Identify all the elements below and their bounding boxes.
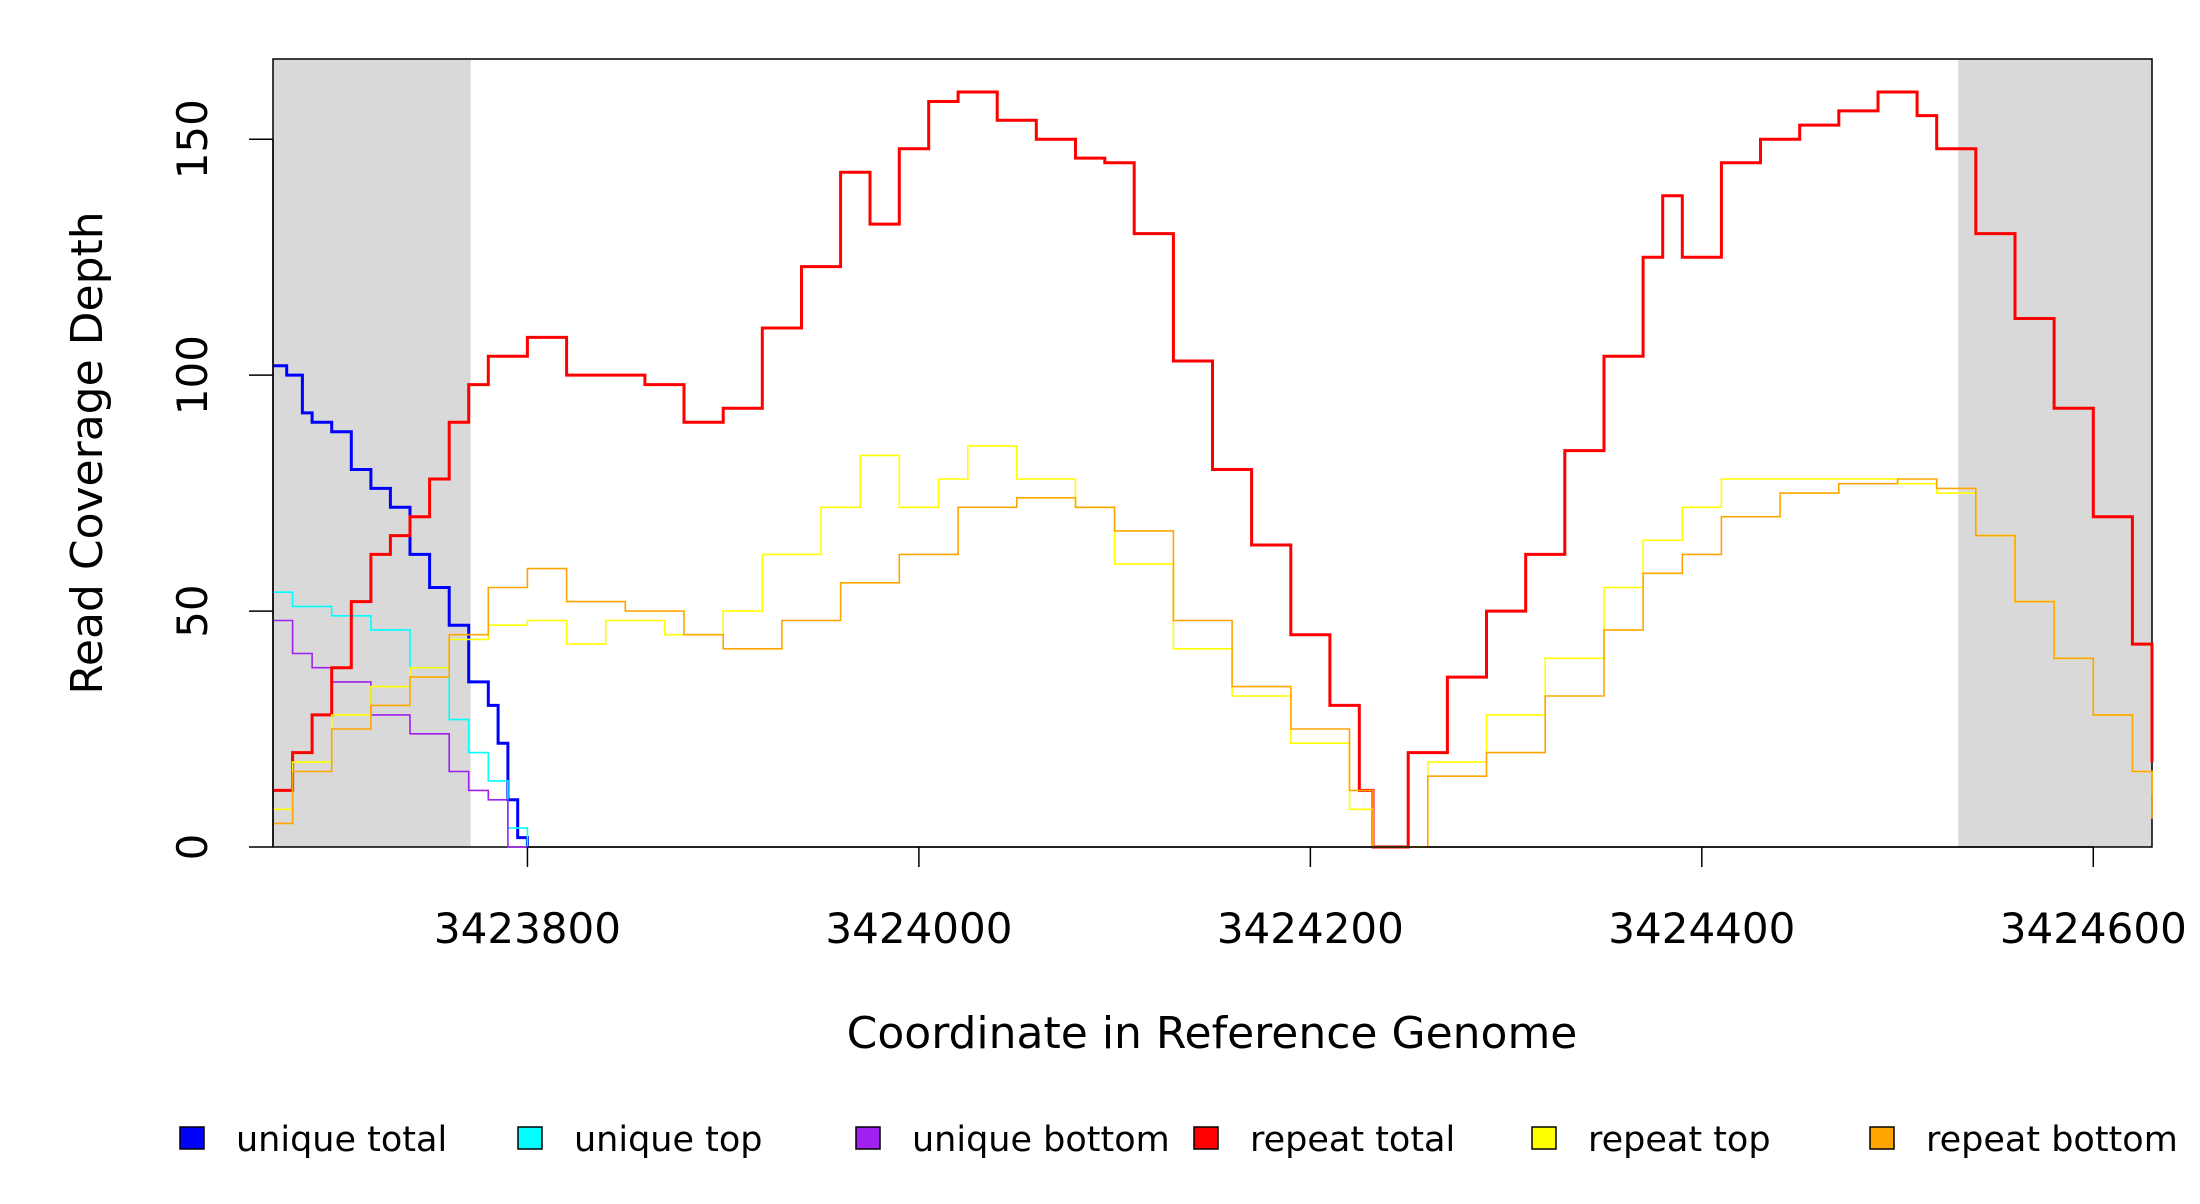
legend-label-unique-top: unique top [574,1120,763,1160]
y-axis: 0 50 100 150 [168,99,274,861]
y-tick-label-3: 150 [168,99,217,179]
x-axis: 3423800 3424000 3424200 3424400 3424600 [434,846,2187,953]
legend: unique total unique top unique bottom repea… [179,1120,2178,1160]
x-tick-label-2: 3424200 [1217,904,1404,953]
shaded-region-1 [1958,59,2152,847]
x-tick-label-4: 3424600 [2000,904,2187,953]
legend-label-repeat-bottom: repeat bottom [1926,1120,2178,1160]
series-line-repeat-bottom [273,478,2153,848]
series-line-unique-bottom [273,619,528,848]
shaded-regions [273,59,2152,847]
series-line-repeat-total [273,90,2154,849]
y-axis-label: Read Coverage Depth [62,211,113,694]
legend-label-repeat-top: repeat top [1588,1120,1771,1160]
legend-swatch-repeat-bottom [1869,1126,1895,1150]
x-tick-label-3: 3424400 [1608,904,1795,953]
series-lines [273,90,2154,849]
legend-swatch-unique-top [517,1126,543,1150]
legend-swatch-repeat-total [1193,1126,1219,1150]
y-tick-label-1: 50 [168,584,217,637]
shaded-region-0 [273,59,471,847]
x-tick-label-1: 3424000 [825,904,1012,953]
legend-label-unique-bottom: unique bottom [912,1120,1170,1160]
x-tick-label-0: 3423800 [434,904,621,953]
y-tick-label-0: 0 [168,834,217,861]
series-line-repeat-top [273,445,2153,848]
x-axis-label: Coordinate in Reference Genome [847,1008,1578,1059]
legend-swatch-unique-total [179,1126,205,1150]
y-tick-label-2: 100 [168,335,217,415]
series-line-unique-total [273,364,529,847]
legend-label-repeat-total: repeat total [1250,1120,1455,1160]
legend-swatch-unique-bottom [855,1126,881,1150]
legend-swatch-repeat-top [1531,1126,1557,1150]
legend-label-unique-total: unique total [236,1120,447,1160]
